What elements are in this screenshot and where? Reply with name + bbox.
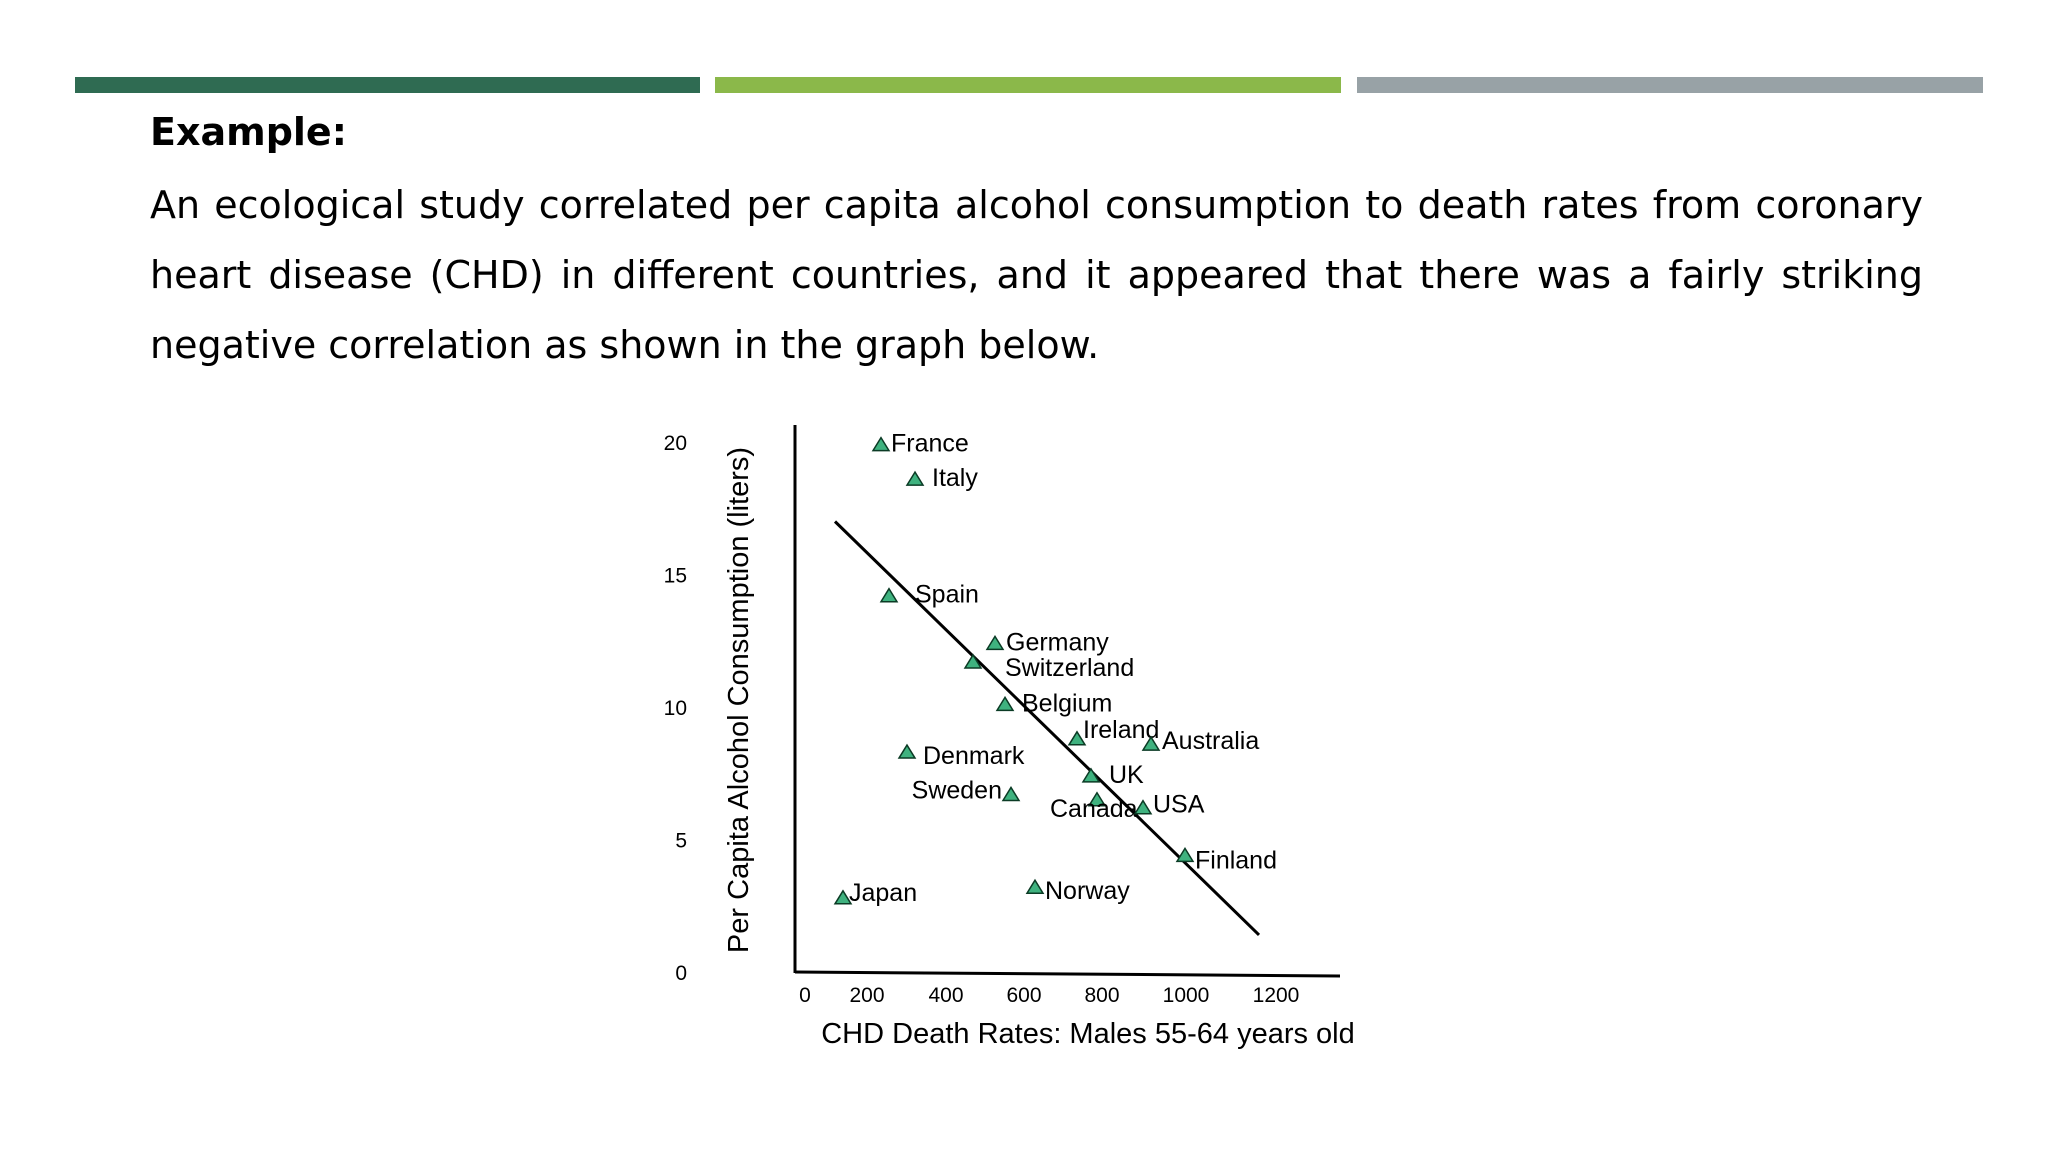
data-point-label: Belgium bbox=[1022, 689, 1112, 717]
data-point-label: Australia bbox=[1162, 727, 1259, 755]
data-point-marker bbox=[905, 470, 925, 486]
data-point-label: Norway bbox=[1045, 877, 1130, 905]
data-point-marker bbox=[1133, 799, 1153, 815]
data-point-marker bbox=[871, 436, 891, 452]
data-point-marker bbox=[897, 743, 917, 759]
header-bar-right bbox=[1357, 77, 1983, 93]
data-point-label: France bbox=[891, 430, 969, 458]
data-point-marker bbox=[985, 634, 1005, 651]
scatter-chart: 0 5 10 15 20 0 200 400 600 800 1000 1200 France Ita… bbox=[664, 425, 1355, 1050]
data-point-label: Spain bbox=[915, 581, 979, 609]
y-axis-label: Per Capita Alcohol Consumption (liters) bbox=[723, 447, 755, 953]
data-point-marker bbox=[879, 587, 899, 603]
x-tick-labels: 0 200 400 600 800 1000 1200 bbox=[799, 984, 1299, 1007]
y-tick-label: 5 bbox=[675, 830, 687, 853]
data-point-label: Germany bbox=[1006, 628, 1109, 656]
data-point-marker bbox=[1025, 878, 1045, 894]
data-point-label: Ireland bbox=[1083, 716, 1159, 744]
y-tick-labels: 0 5 10 15 20 bbox=[664, 432, 687, 985]
data-point-label: UK bbox=[1109, 761, 1144, 789]
header-bar-left bbox=[75, 77, 700, 93]
x-tick-label: 800 bbox=[1084, 984, 1119, 1007]
x-tick-label: 0 bbox=[799, 984, 811, 1007]
description-paragraph: An ecological study correlated per capit… bbox=[150, 183, 1923, 367]
data-point-label: Japan bbox=[849, 879, 917, 907]
data-point-label: USA bbox=[1153, 791, 1205, 819]
y-tick-label: 0 bbox=[675, 962, 687, 985]
data-point-label: Canada bbox=[1050, 795, 1138, 823]
trend-line bbox=[833, 520, 1261, 936]
x-tick-label: 1200 bbox=[1253, 984, 1300, 1007]
x-tick-label: 1000 bbox=[1163, 984, 1210, 1007]
data-point-marker bbox=[995, 695, 1015, 712]
data-point-marker bbox=[963, 653, 983, 669]
x-tick-label: 600 bbox=[1006, 984, 1041, 1007]
data-point-label: Denmark bbox=[923, 742, 1025, 770]
example-heading: Example: bbox=[150, 110, 347, 154]
data-point-marker bbox=[833, 889, 853, 905]
data-point-label: Italy bbox=[932, 464, 978, 492]
data-point-marker bbox=[1087, 791, 1107, 807]
y-tick-label: 15 bbox=[664, 565, 687, 588]
data-point-label: Switzerland bbox=[1005, 654, 1134, 682]
data-point-marker bbox=[1067, 730, 1087, 746]
x-axis-label: CHD Death Rates: Males 55-64 years old bbox=[821, 1018, 1355, 1050]
data-point-label: Sweden bbox=[912, 776, 1002, 804]
data-point-marker bbox=[1081, 767, 1101, 783]
x-tick-label: 400 bbox=[928, 984, 963, 1007]
data-point-marker bbox=[1141, 735, 1161, 751]
x-axis-line bbox=[794, 970, 1341, 978]
header-bar-middle bbox=[715, 77, 1341, 93]
data-point-marker bbox=[1001, 786, 1021, 802]
data-point-label: Finland bbox=[1195, 846, 1277, 874]
y-tick-label: 10 bbox=[664, 697, 687, 720]
y-tick-label: 20 bbox=[664, 432, 687, 455]
data-point-marker bbox=[1175, 846, 1195, 863]
x-tick-label: 200 bbox=[849, 984, 884, 1007]
